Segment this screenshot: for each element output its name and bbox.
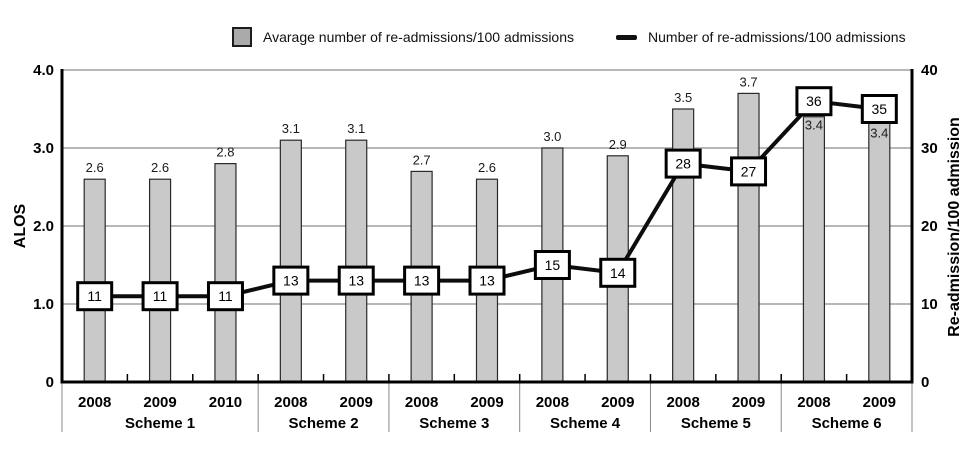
left-axis-tick-label: 2.0 [33,218,54,235]
line-marker [860,94,898,124]
year-label: 2008 [405,394,438,411]
line-marker-label: 28 [675,156,691,172]
bar-value-label: 3.7 [739,74,757,89]
left-axis-tick-label: 1.0 [33,296,54,313]
left-axis-tick-label: 4.0 [33,62,54,79]
bar-legend-swatch-icon [232,27,252,47]
line-marker [141,281,179,312]
right-axis-tick-label: 0 [921,374,929,391]
bar-value-label: 2.7 [413,152,431,167]
line-marker-label: 36 [806,93,822,109]
year-label: 2009 [601,394,634,411]
year-label: 2008 [797,394,830,411]
line-marker [337,265,375,296]
line-marker-label: 13 [479,273,495,289]
line-marker-label: 14 [610,265,626,281]
line-legend-swatch-icon [616,34,638,40]
year-label: 2008 [666,394,699,411]
line-marker [795,86,833,117]
bar [148,178,172,383]
bar-value-label: 2.9 [609,137,627,152]
line-marker-label: 11 [87,288,102,304]
year-label: 2008 [536,394,569,411]
bar-value-label: 3.1 [347,121,365,136]
year-label: 2009 [340,394,373,411]
line-marker [206,281,244,312]
line-marker-label: 27 [741,163,757,179]
bar [279,139,302,383]
scheme-label: Scheme 3 [419,415,489,432]
bar-value-label: 3.0 [543,129,561,144]
bar [802,116,826,383]
bar-value-label: 2.6 [151,160,169,175]
year-label: 2009 [732,394,765,411]
bar-value-label: 3.1 [282,121,300,136]
bar [214,163,237,383]
line-marker [76,281,114,312]
left-axis-tick-label: 0 [46,374,54,391]
right-axis-tick-label: 40 [921,62,938,79]
right-axis-tick-label: 30 [921,140,938,157]
scheme-label: Scheme 6 [812,415,882,432]
year-label: 2008 [274,394,307,411]
bar [868,116,891,383]
line-marker [599,257,637,288]
line-marker [533,250,571,280]
bar [345,139,368,383]
year-label: 2009 [863,394,896,411]
bar-value-label: 2.8 [216,145,234,160]
scheme-label: Scheme 4 [550,415,621,432]
year-label: 2009 [470,394,503,411]
line-marker-label: 13 [414,273,430,289]
line-marker [272,265,310,296]
bar-legend-label: Avarage number of re-admissions/100 admi… [263,29,575,45]
line-marker [468,265,506,296]
line-marker [664,148,702,179]
line-marker-label: 11 [218,288,233,304]
year-label: 2010 [209,394,242,411]
scheme-label: Scheme 1 [125,415,195,432]
bar-value-label: 2.6 [478,160,496,175]
year-label: 2008 [78,394,111,411]
right-axis-tick-label: 20 [921,218,938,235]
bar-value-label: 2.6 [86,160,104,175]
bar [737,92,760,383]
line-marker-label: 13 [283,273,299,289]
line-marker-label: 15 [545,257,561,273]
bar-value-label: 3.4 [870,126,888,141]
line-marker-label: 11 [153,288,168,304]
legend: Avarage number of re-admissions/100 admi… [232,27,906,47]
line-marker-label: 35 [872,101,888,117]
line-marker-label: 13 [348,273,364,289]
line-legend-label: Number of re-admissions/100 admissions [648,29,906,45]
left-axis-tick-label: 3.0 [33,140,54,157]
bar-value-label: 3.4 [805,118,823,133]
year-label: 2009 [143,394,176,411]
bar-value-label: 3.5 [674,90,692,105]
scheme-label: Scheme 5 [681,415,751,432]
line-marker [403,265,441,296]
line-marker [730,156,768,187]
right-axis-tick-label: 10 [921,296,938,313]
bar [83,178,106,383]
scheme-label: Scheme 2 [289,415,359,432]
